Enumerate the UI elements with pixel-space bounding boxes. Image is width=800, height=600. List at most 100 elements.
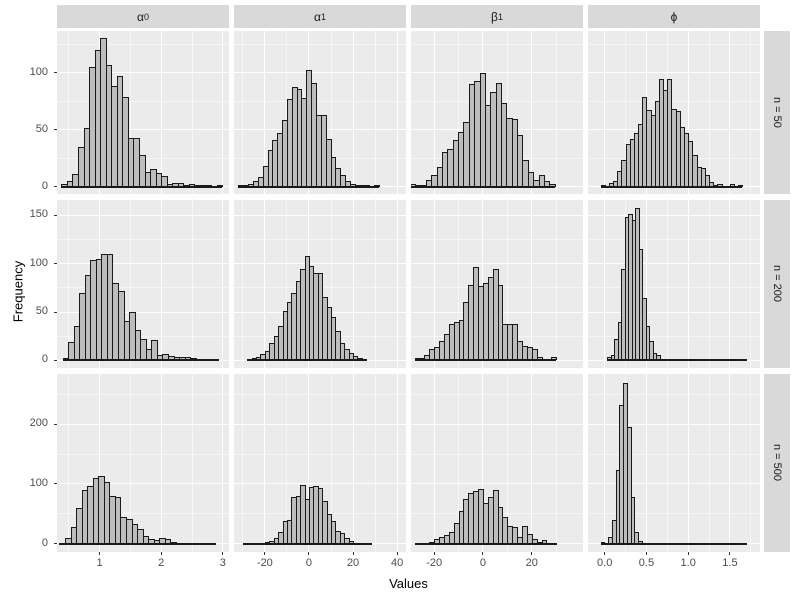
x-tick-mark (352, 552, 354, 555)
y-tick-mark (54, 359, 57, 361)
y-tick-mark (54, 214, 57, 216)
grid-line-major (588, 263, 760, 265)
grid-line-minor (750, 200, 752, 368)
grid-line-major (99, 374, 101, 552)
grid-line-minor (129, 374, 131, 552)
grid-line-minor (242, 31, 244, 194)
x-tick-label: -20 (256, 557, 273, 569)
grid-line-minor (330, 200, 332, 368)
grid-line-minor (708, 374, 710, 552)
x-tick-mark (433, 552, 435, 555)
grid-line-major (482, 374, 484, 552)
grid-line-minor (234, 239, 406, 241)
x-tick-mark (482, 552, 484, 555)
y-tick-label: 0 (41, 536, 48, 549)
facet-panel-phi-n500 (588, 374, 760, 552)
grid-line-major (234, 214, 406, 216)
histogram-baseline (601, 543, 747, 545)
grid-line-minor (286, 200, 288, 368)
grid-line-minor (555, 31, 557, 194)
grid-line-major (57, 72, 229, 74)
grid-line-minor (750, 31, 752, 194)
x-tick-label: 40 (391, 557, 404, 569)
grid-line-minor (57, 335, 229, 337)
grid-line-minor (708, 31, 710, 194)
facet-col-label-sub: 1 (497, 11, 503, 22)
facet-panel-alpha0-n200 (57, 200, 229, 368)
grid-line-minor (588, 335, 760, 337)
x-axis-title: Values (389, 575, 428, 591)
grid-line-major (234, 483, 406, 485)
y-tick-label: 100 (29, 476, 48, 489)
grid-line-major (234, 423, 406, 425)
histogram-baseline (415, 543, 556, 545)
grid-line-major (729, 200, 731, 368)
grid-line-minor (286, 31, 288, 194)
x-tick-label: -20 (426, 557, 443, 569)
grid-line-minor (588, 100, 760, 102)
grid-line-minor (330, 374, 332, 552)
facet-panel-phi-n200 (588, 200, 760, 368)
facet-panel-beta1-n50 (411, 31, 583, 194)
y-tick-label: 100 (29, 256, 48, 269)
y-tick-mark (54, 543, 57, 545)
grid-line-minor (666, 200, 668, 368)
histogram-baseline (243, 543, 371, 545)
y-axis-ticks-row-n500: 0 100 200 (0, 374, 57, 552)
grid-line-minor (129, 31, 131, 194)
grid-line-minor (506, 374, 508, 552)
grid-line-major (588, 311, 760, 313)
histogram-baseline (601, 186, 742, 188)
grid-line-major (264, 374, 266, 552)
grid-line-major (411, 263, 583, 265)
histogram-baseline (247, 359, 366, 361)
x-tick-mark (531, 552, 533, 555)
grid-line-minor (68, 31, 70, 194)
grid-line-major (433, 200, 435, 368)
grid-line-major (396, 31, 398, 194)
y-axis-ticks-row-n50: 0 50 100 (0, 31, 57, 194)
grid-line-major (531, 374, 533, 552)
grid-line-major (57, 214, 229, 216)
x-tick-label: 3 (219, 557, 226, 569)
grid-line-minor (411, 453, 583, 455)
x-tick-mark (604, 552, 606, 555)
grid-line-major (352, 374, 354, 552)
y-tick-mark (54, 129, 57, 131)
facet-panel-alpha1-n500 (234, 374, 406, 552)
y-tick-mark (54, 483, 57, 485)
grid-line-major (411, 483, 583, 485)
grid-line-minor (234, 100, 406, 102)
grid-line-minor (68, 374, 70, 552)
facet-row-label: n = 500 (771, 444, 783, 482)
grid-line-major (588, 483, 760, 485)
grid-line-major (729, 31, 731, 194)
grid-line-major (264, 200, 266, 368)
grid-line-minor (458, 200, 460, 368)
x-tick-mark (396, 552, 398, 555)
grid-line-major (433, 31, 435, 194)
grid-line-minor (129, 200, 131, 368)
y-tick-label: 0 (41, 353, 48, 366)
facet-panel-alpha1-n200 (234, 200, 406, 368)
histogram-baseline (415, 359, 556, 361)
grid-line-major (234, 72, 406, 74)
grid-line-major (687, 31, 689, 194)
y-tick-label: 200 (29, 417, 48, 430)
grid-line-major (222, 200, 224, 368)
grid-line-major (645, 374, 647, 552)
grid-line-major (411, 72, 583, 74)
x-tick-label: 1.5 (722, 557, 738, 569)
grid-line-major (645, 200, 647, 368)
y-tick-mark (54, 72, 57, 74)
grid-line-minor (588, 453, 760, 455)
x-tick-mark (160, 552, 162, 555)
x-tick-label: 20 (525, 557, 538, 569)
grid-line-minor (625, 31, 627, 194)
grid-line-minor (57, 513, 229, 515)
y-tick-label: 150 (29, 208, 48, 221)
grid-line-minor (68, 200, 70, 368)
grid-line-major (352, 200, 354, 368)
grid-line-minor (411, 393, 583, 395)
